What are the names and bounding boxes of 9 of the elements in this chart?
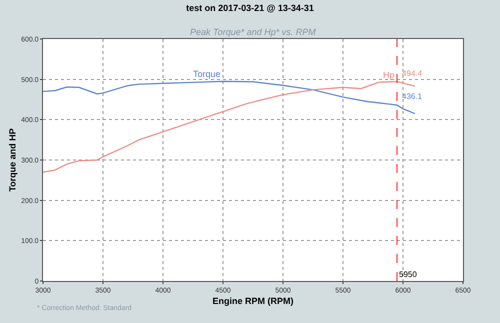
series-label: Torque: [193, 69, 221, 79]
series-label: Hp: [383, 70, 395, 80]
chart-subtitle: Peak Torque* and Hp* vs. RPM: [190, 27, 316, 37]
y-axis-title: Torque and HP: [7, 128, 18, 192]
annotation: 436.1: [402, 92, 423, 101]
annotation: 494.4: [402, 69, 423, 78]
chart-title: test on 2017-03-21 @ 13-34-31: [186, 3, 314, 14]
x-axis-title: Engine RPM (RPM): [212, 296, 294, 306]
ref-line-label: 5950: [399, 270, 418, 279]
